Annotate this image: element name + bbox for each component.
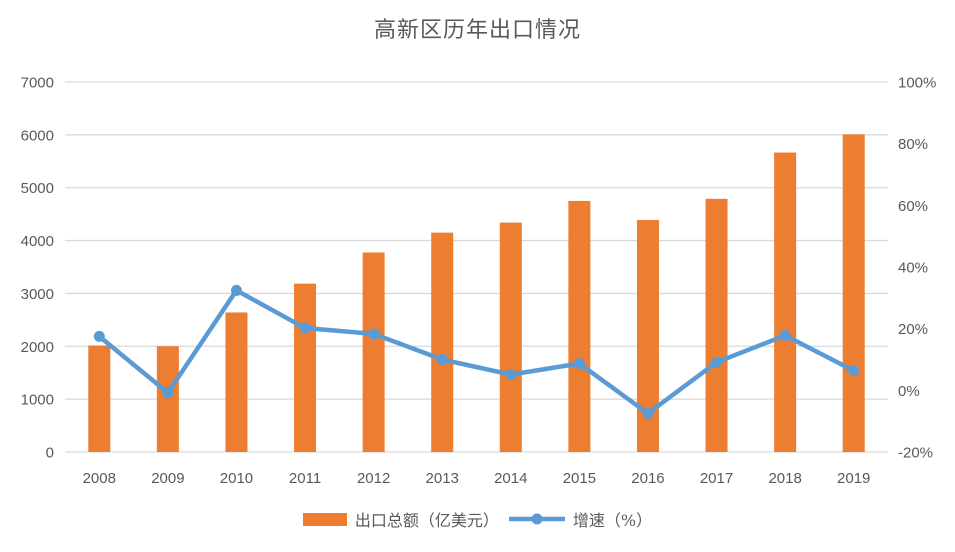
export-bar (156, 346, 179, 452)
export-bar (362, 252, 385, 452)
y-left-tick-label: 3000 (21, 286, 54, 303)
growth-point (162, 387, 174, 399)
legend-label-exports: 出口总额（亿美元） (354, 511, 499, 530)
y-left-tick-label: 7000 (21, 75, 54, 92)
legend-label-growth: 增速（%） (572, 511, 653, 530)
y-right-tick-label: 60% (898, 198, 928, 215)
x-tick-label: 2009 (151, 470, 184, 487)
x-tick-label: 2016 (631, 470, 664, 487)
y-left-tick-label: 1000 (21, 392, 54, 409)
export-bar (499, 222, 522, 452)
legend-item-growth: 增速（%） (508, 507, 653, 531)
x-tick-label: 2017 (700, 470, 733, 487)
chart-legend: 出口总额（亿美元） 增速（%） (0, 507, 955, 531)
y-right-tick-label: 20% (898, 321, 928, 338)
y-left-tick-label: 4000 (21, 233, 54, 250)
y-left-tick-label: 5000 (21, 180, 54, 197)
y-right-tick-label: -20% (898, 445, 933, 462)
export-bar (568, 200, 591, 452)
export-bar (636, 219, 659, 452)
export-bar (225, 312, 248, 452)
x-tick-label: 2018 (768, 470, 801, 487)
export-bar (294, 283, 317, 452)
growth-point (779, 329, 791, 341)
export-bar (774, 152, 797, 453)
export-bar (705, 198, 728, 452)
x-tick-label: 2013 (426, 470, 459, 487)
legend-line-marker (531, 513, 543, 525)
export-bar (842, 134, 865, 453)
x-tick-label: 2019 (837, 470, 870, 487)
growth-point (436, 354, 448, 365)
legend-item-exports: 出口总额（亿美元） (302, 507, 499, 531)
x-tick-label: 2011 (289, 470, 321, 487)
y-right-tick-label: 100% (898, 75, 936, 92)
legend-line-swatch-icon (508, 513, 565, 525)
growth-point (573, 358, 585, 370)
growth-point (368, 328, 380, 340)
legend-bar-swatch-icon (302, 512, 347, 526)
y-left-tick-label: 6000 (21, 127, 54, 144)
x-tick-label: 2012 (357, 470, 390, 487)
export-bar (431, 232, 454, 452)
growth-line (97, 288, 856, 416)
y-right-tick-label: 40% (898, 260, 928, 277)
export-bar (88, 345, 111, 452)
growth-point (93, 330, 105, 342)
growth-point (711, 356, 723, 368)
x-tick-label: 2008 (83, 470, 116, 487)
chart-title: 高新区历年出口情况 (373, 18, 581, 43)
growth-point (848, 365, 860, 377)
y-left-tick-label: 0 (46, 445, 54, 462)
x-tick-label: 2010 (220, 470, 253, 487)
growth-point (505, 369, 517, 381)
growth-point (230, 284, 242, 296)
y-right-tick-label: 80% (898, 136, 928, 153)
growth-point (299, 322, 311, 334)
y-right-tick-label: 0% (898, 383, 920, 400)
x-tick-label: 2015 (563, 470, 596, 487)
x-tick-label: 2014 (494, 470, 527, 487)
y-left-tick-label: 2000 (21, 339, 54, 356)
growth-point (642, 407, 654, 419)
